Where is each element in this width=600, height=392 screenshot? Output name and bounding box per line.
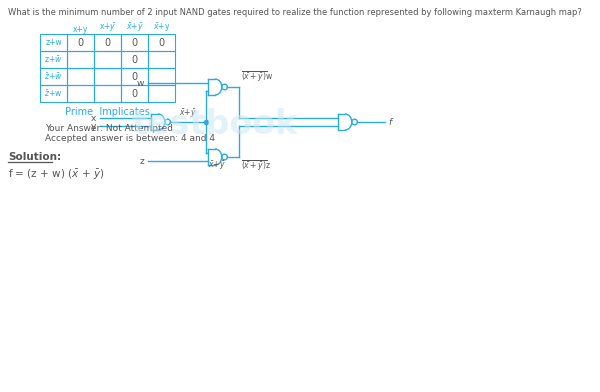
Bar: [94, 51, 121, 68]
Text: Prime  Implicates: Prime Implicates: [65, 107, 150, 117]
Text: $\bar{x}$+y: $\bar{x}$+y: [153, 21, 170, 34]
Text: 0: 0: [77, 38, 83, 47]
Text: $\bar{x}$+$\bar{y}$: $\bar{x}$+$\bar{y}$: [208, 159, 226, 172]
Bar: [94, 85, 121, 102]
Bar: [67, 51, 94, 68]
Text: Accepted answer is between: 4 and 4: Accepted answer is between: 4 and 4: [45, 134, 215, 143]
Bar: [121, 51, 148, 68]
Text: $\bar{x}$+$\bar{y}$: $\bar{x}$+$\bar{y}$: [179, 107, 197, 120]
Text: f = (z + w) ($\bar{x}$ + $\bar{y}$): f = (z + w) ($\bar{x}$ + $\bar{y}$): [8, 168, 104, 182]
Text: z+$\bar{w}$: z+$\bar{w}$: [44, 54, 63, 65]
Text: $\bar{z}$+w: $\bar{z}$+w: [44, 88, 62, 99]
Text: $\bar{z}$+$\bar{w}$: $\bar{z}$+$\bar{w}$: [44, 71, 63, 82]
Text: x+y: x+y: [73, 25, 88, 34]
Text: $\bar{x}$+$\bar{y}$: $\bar{x}$+$\bar{y}$: [125, 21, 143, 34]
Text: Your Answer: Not Attempted: Your Answer: Not Attempted: [45, 124, 173, 133]
Bar: [67, 68, 94, 85]
Text: x+$\bar{y}$: x+$\bar{y}$: [99, 21, 116, 34]
Text: f: f: [388, 118, 392, 127]
Bar: [148, 85, 175, 102]
Text: w: w: [137, 78, 144, 87]
Text: 0: 0: [104, 38, 110, 47]
Bar: [40, 34, 67, 51]
Text: $\overline{(\bar{x}+\bar{y})}$z: $\overline{(\bar{x}+\bar{y})}$z: [241, 159, 271, 173]
Text: testbook: testbook: [132, 107, 298, 140]
Bar: [94, 34, 121, 51]
Bar: [40, 68, 67, 85]
Bar: [94, 68, 121, 85]
Bar: [121, 85, 148, 102]
Bar: [148, 51, 175, 68]
Bar: [40, 51, 67, 68]
Text: 0: 0: [131, 54, 137, 65]
Text: 0: 0: [131, 89, 137, 98]
Bar: [67, 34, 94, 51]
Text: 0: 0: [131, 38, 137, 47]
Text: 0: 0: [158, 38, 164, 47]
Text: $\overline{(\bar{x}+\bar{y})}$w: $\overline{(\bar{x}+\bar{y})}$w: [241, 70, 274, 84]
Text: 0: 0: [131, 71, 137, 82]
Bar: [148, 68, 175, 85]
Text: z+w: z+w: [45, 38, 62, 47]
Bar: [121, 68, 148, 85]
Bar: [121, 34, 148, 51]
Text: x: x: [91, 114, 96, 123]
Bar: [148, 34, 175, 51]
Text: z: z: [139, 156, 144, 165]
Bar: [67, 85, 94, 102]
Text: What is the minimum number of 2 input NAND gates required to realize the functio: What is the minimum number of 2 input NA…: [8, 8, 582, 17]
Text: Solution:: Solution:: [8, 152, 61, 162]
Bar: [40, 85, 67, 102]
Text: y: y: [91, 122, 96, 131]
